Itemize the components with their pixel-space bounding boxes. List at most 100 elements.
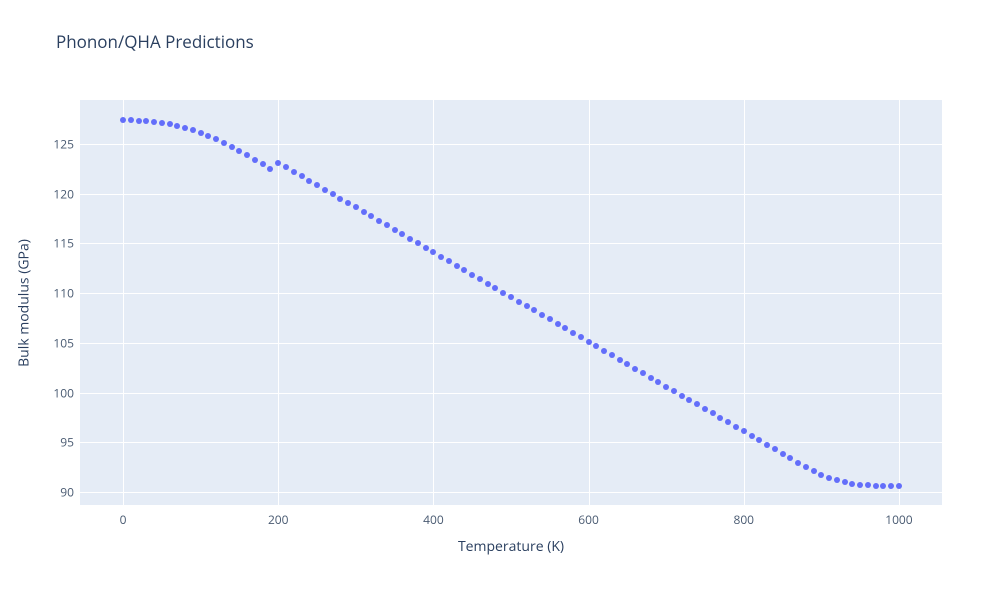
- data-point[interactable]: [314, 182, 320, 188]
- data-point[interactable]: [648, 375, 654, 381]
- data-point[interactable]: [617, 357, 623, 363]
- data-point[interactable]: [182, 125, 188, 131]
- data-point[interactable]: [749, 433, 755, 439]
- data-point[interactable]: [330, 191, 336, 197]
- data-point[interactable]: [345, 200, 351, 206]
- data-point[interactable]: [609, 352, 615, 358]
- data-point[interactable]: [508, 294, 514, 300]
- data-point[interactable]: [151, 119, 157, 125]
- data-point[interactable]: [764, 442, 770, 448]
- data-point[interactable]: [516, 299, 522, 305]
- data-point[interactable]: [120, 117, 126, 123]
- data-point[interactable]: [578, 334, 584, 340]
- data-point[interactable]: [772, 446, 778, 452]
- data-point[interactable]: [880, 483, 886, 489]
- data-point[interactable]: [174, 123, 180, 129]
- data-point[interactable]: [213, 136, 219, 142]
- data-point[interactable]: [143, 118, 149, 124]
- plot-area[interactable]: [80, 100, 942, 505]
- data-point[interactable]: [322, 187, 328, 193]
- data-point[interactable]: [780, 451, 786, 457]
- data-point[interactable]: [500, 290, 506, 296]
- data-point[interactable]: [531, 307, 537, 313]
- data-point[interactable]: [725, 419, 731, 425]
- data-point[interactable]: [430, 249, 436, 255]
- data-point[interactable]: [601, 348, 607, 354]
- data-point[interactable]: [477, 276, 483, 282]
- data-point[interactable]: [896, 483, 902, 489]
- data-point[interactable]: [361, 209, 367, 215]
- data-point[interactable]: [159, 120, 165, 126]
- data-point[interactable]: [663, 384, 669, 390]
- data-point[interactable]: [368, 213, 374, 219]
- data-point[interactable]: [438, 254, 444, 260]
- data-point[interactable]: [299, 173, 305, 179]
- data-point[interactable]: [686, 397, 692, 403]
- data-point[interactable]: [267, 166, 273, 172]
- data-point[interactable]: [865, 482, 871, 488]
- data-point[interactable]: [485, 281, 491, 287]
- data-point[interactable]: [392, 227, 398, 233]
- data-point[interactable]: [492, 285, 498, 291]
- data-point[interactable]: [694, 401, 700, 407]
- data-point[interactable]: [710, 410, 716, 416]
- data-point[interactable]: [136, 118, 142, 124]
- data-point[interactable]: [640, 370, 646, 376]
- data-point[interactable]: [524, 303, 530, 309]
- data-point[interactable]: [624, 361, 630, 367]
- data-point[interactable]: [539, 312, 545, 318]
- data-point[interactable]: [337, 196, 343, 202]
- data-point[interactable]: [128, 117, 134, 123]
- data-point[interactable]: [826, 475, 832, 481]
- data-point[interactable]: [756, 437, 762, 443]
- data-point[interactable]: [306, 178, 312, 184]
- data-point[interactable]: [198, 130, 204, 136]
- data-point[interactable]: [469, 272, 475, 278]
- data-point[interactable]: [849, 481, 855, 487]
- data-point[interactable]: [834, 477, 840, 483]
- data-point[interactable]: [244, 152, 250, 158]
- data-point[interactable]: [283, 164, 289, 170]
- data-point[interactable]: [787, 455, 793, 461]
- data-point[interactable]: [167, 121, 173, 127]
- data-point[interactable]: [205, 133, 211, 139]
- data-point[interactable]: [857, 482, 863, 488]
- data-point[interactable]: [353, 204, 359, 210]
- data-point[interactable]: [888, 483, 894, 489]
- data-point[interactable]: [260, 161, 266, 167]
- data-point[interactable]: [842, 479, 848, 485]
- data-point[interactable]: [555, 321, 561, 327]
- data-point[interactable]: [384, 222, 390, 228]
- data-point[interactable]: [454, 263, 460, 269]
- data-point[interactable]: [733, 424, 739, 430]
- data-point[interactable]: [446, 258, 452, 264]
- data-point[interactable]: [221, 140, 227, 146]
- data-point[interactable]: [252, 157, 258, 163]
- data-point[interactable]: [423, 245, 429, 251]
- data-point[interactable]: [407, 236, 413, 242]
- data-point[interactable]: [461, 267, 467, 273]
- data-point[interactable]: [655, 379, 661, 385]
- data-point[interactable]: [679, 393, 685, 399]
- data-point[interactable]: [570, 330, 576, 336]
- data-point[interactable]: [562, 325, 568, 331]
- data-point[interactable]: [873, 483, 879, 489]
- data-point[interactable]: [632, 366, 638, 372]
- data-point[interactable]: [702, 406, 708, 412]
- data-point[interactable]: [547, 316, 553, 322]
- data-point[interactable]: [671, 388, 677, 394]
- data-point[interactable]: [795, 460, 801, 466]
- data-point[interactable]: [818, 472, 824, 478]
- data-point[interactable]: [415, 240, 421, 246]
- data-point[interactable]: [376, 218, 382, 224]
- data-point[interactable]: [586, 339, 592, 345]
- data-point[interactable]: [229, 144, 235, 150]
- data-point[interactable]: [190, 127, 196, 133]
- data-point[interactable]: [236, 148, 242, 154]
- data-point[interactable]: [717, 415, 723, 421]
- data-point[interactable]: [803, 464, 809, 470]
- data-point[interactable]: [291, 169, 297, 175]
- data-point[interactable]: [593, 343, 599, 349]
- data-point[interactable]: [275, 160, 281, 166]
- data-point[interactable]: [741, 428, 747, 434]
